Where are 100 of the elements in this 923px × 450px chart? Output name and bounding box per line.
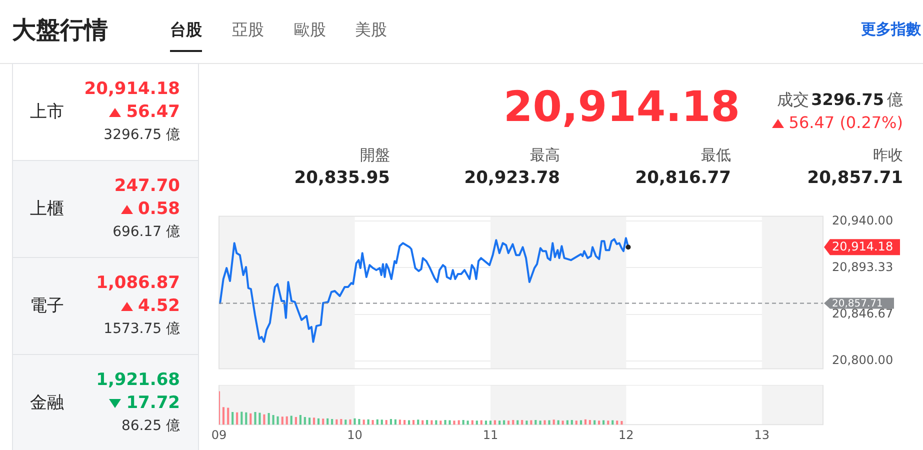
bar (484, 420, 488, 425)
text: 億 (887, 90, 903, 109)
bar (299, 415, 302, 425)
bar (268, 413, 270, 425)
text: 台股 (170, 20, 202, 52)
bar (326, 418, 329, 425)
bar (398, 420, 401, 425)
bar (245, 412, 248, 425)
bar (435, 420, 438, 425)
x-tick-label: 12 (618, 428, 634, 442)
text: 上櫃 (30, 198, 64, 220)
text: 美股 (355, 20, 387, 41)
bar (494, 420, 496, 425)
bar (336, 419, 338, 425)
x-tick-label: 10 (347, 428, 362, 442)
bar (404, 420, 406, 425)
text: 亞股 (232, 20, 264, 41)
bar (616, 420, 618, 425)
bar (516, 420, 519, 425)
text: 20,816.77 (635, 168, 731, 188)
text: 3296.75 (811, 90, 884, 109)
text: 成交 (777, 90, 810, 109)
bar (594, 420, 596, 425)
text: 696.17 億 (112, 223, 180, 241)
bar (598, 420, 600, 425)
bar (620, 420, 623, 425)
bar (444, 420, 446, 425)
bar (580, 420, 582, 425)
bar (258, 412, 261, 425)
bar (588, 420, 591, 425)
y-tick-label: 20,800.00 (832, 352, 894, 367)
bar (471, 420, 474, 425)
text: 1,086.87 (96, 273, 180, 293)
bar (584, 419, 586, 425)
bar (380, 420, 383, 425)
y-tick-label: 20,893.33 (832, 260, 894, 274)
bar (358, 418, 360, 425)
bar (236, 412, 238, 425)
text: 歐股 (294, 20, 326, 41)
bar (304, 417, 306, 425)
bar (570, 420, 573, 425)
bar (367, 419, 370, 425)
bar (390, 418, 392, 425)
bar (534, 420, 537, 425)
bar (575, 420, 578, 425)
text: 1,921.68 (96, 370, 180, 390)
text: 3296.75 億 (104, 126, 180, 144)
text: 0.58 (138, 199, 180, 219)
bar (276, 416, 279, 425)
text: 56.47 (126, 102, 180, 122)
text: 20,914.18 (832, 240, 894, 254)
text: 247.70 (114, 176, 180, 196)
bar (489, 420, 492, 425)
bar (448, 420, 451, 425)
bar (602, 420, 605, 425)
bar (294, 417, 297, 425)
bar (394, 419, 396, 425)
bar (498, 420, 501, 425)
bar (354, 418, 356, 425)
bar (422, 420, 424, 425)
bar (453, 420, 456, 425)
bar (566, 420, 568, 425)
bar (521, 420, 524, 425)
bar (372, 420, 374, 425)
bar (312, 418, 316, 425)
bar (530, 420, 532, 425)
bar (430, 420, 433, 425)
y-tick-label: 20,940.00 (832, 213, 894, 228)
bar (254, 412, 256, 425)
text: 4.52 (138, 296, 180, 316)
bar (612, 420, 614, 425)
bar (240, 412, 243, 425)
bar (331, 418, 334, 425)
bar (539, 420, 542, 425)
bar (340, 418, 342, 425)
text: 最低 (701, 146, 731, 165)
bar (507, 420, 510, 425)
text: 56.47 (0.27%) (788, 113, 903, 132)
bar (466, 420, 469, 425)
bar (349, 419, 352, 425)
x-tick-label: 11 (482, 428, 498, 442)
bar (250, 413, 252, 425)
bar (526, 420, 528, 425)
text: 20,857.71 (807, 168, 903, 188)
bar (562, 420, 564, 425)
bar (503, 420, 506, 425)
bar (512, 420, 514, 425)
bar (426, 420, 428, 425)
bar (385, 420, 388, 425)
text: 更多指數 (861, 20, 921, 39)
text: 昨收 (873, 146, 903, 165)
bar (317, 418, 320, 425)
bar (480, 420, 482, 425)
bar (272, 415, 274, 425)
bar (286, 416, 288, 425)
bar (476, 420, 478, 425)
bar (227, 408, 230, 425)
bar (440, 420, 442, 425)
text: 17.72 (126, 393, 180, 413)
bar (222, 407, 225, 425)
